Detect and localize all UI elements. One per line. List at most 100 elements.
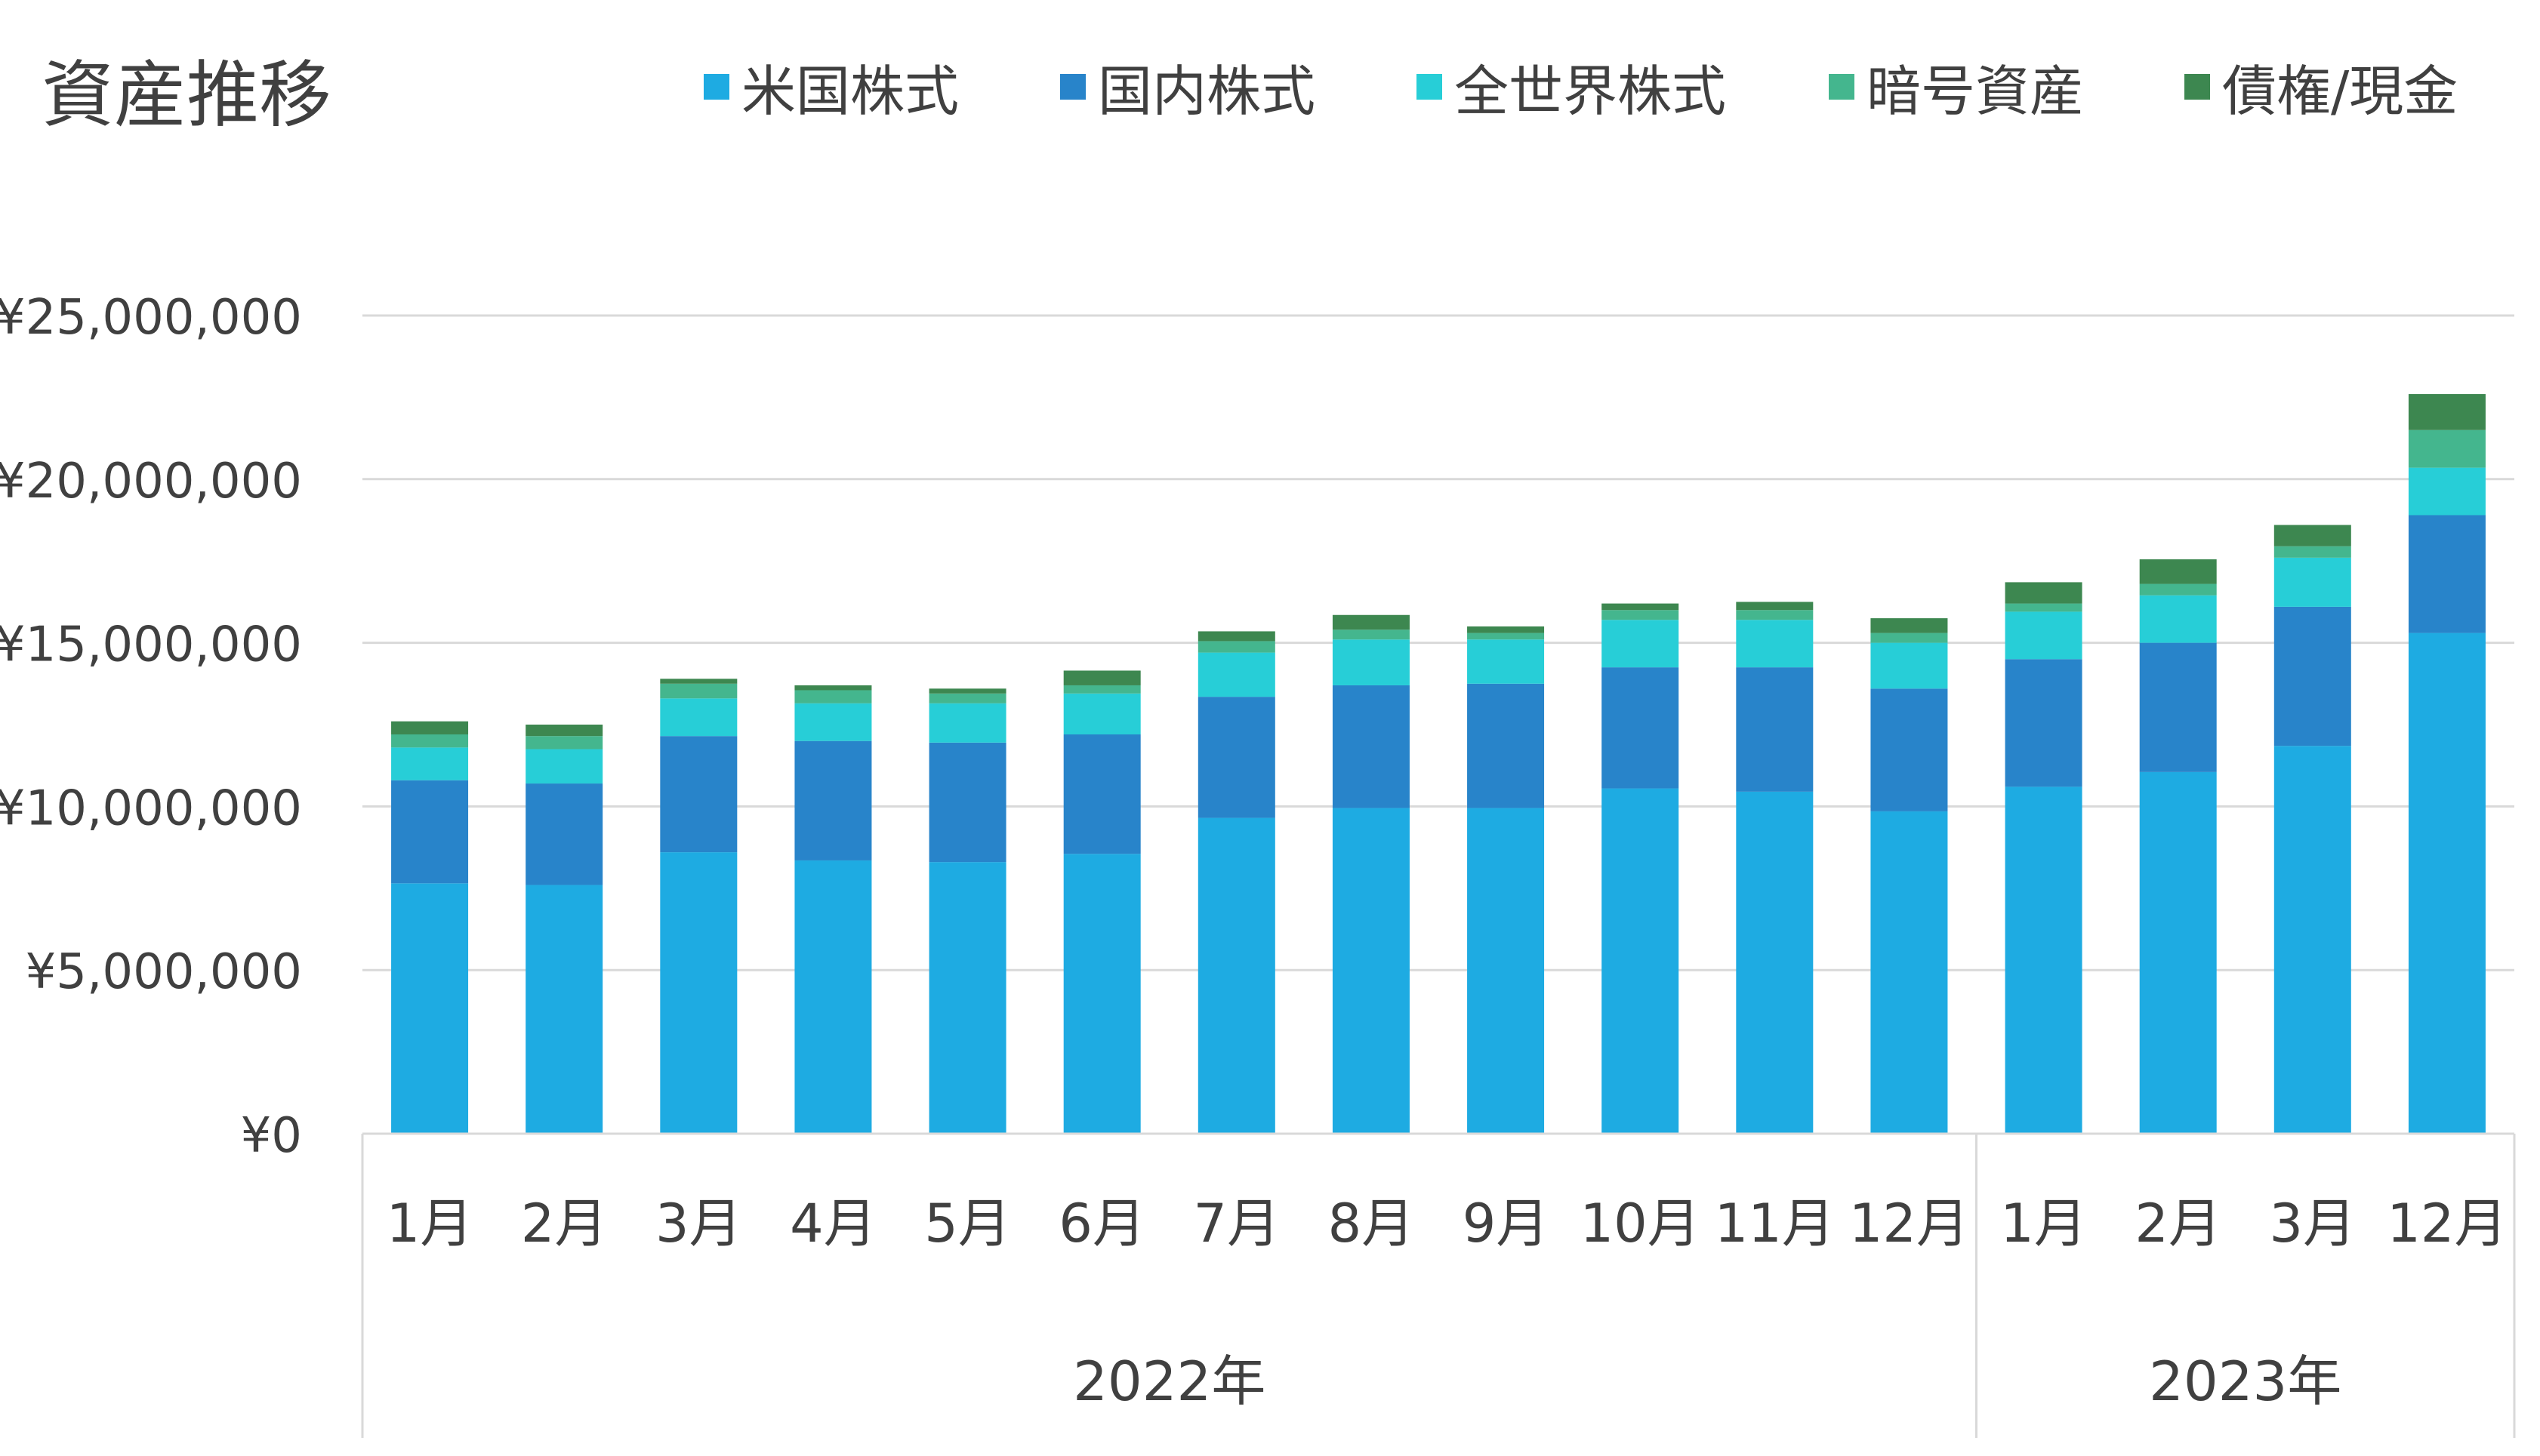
x-tick-label: 7月 (1194, 1193, 1281, 1254)
bar-segment-5 (1063, 670, 1141, 685)
legend-item: 債権/現金 (2184, 47, 2458, 126)
bar-segment-4 (391, 734, 469, 748)
bar-segment-2 (929, 742, 1006, 863)
bar-segment-2 (1063, 734, 1141, 854)
legend-label: 全世界株式 (1454, 60, 1727, 123)
bar-segment-2 (2408, 515, 2486, 633)
bar-segment-3 (1870, 642, 1948, 689)
bar-segment-1 (794, 860, 872, 1134)
bar-segment-3 (2273, 557, 2351, 607)
bar-segment-1 (2005, 786, 2082, 1134)
bar-segment-2 (1467, 683, 1545, 808)
x-tick-label: 1月 (2000, 1193, 2087, 1254)
bar-segment-5 (929, 688, 1006, 694)
y-tick-label: ¥10,000,000 (0, 780, 302, 836)
bar-segment-1 (2273, 746, 2351, 1134)
bar-segment-4 (1601, 610, 1679, 620)
bar-segment-2 (2139, 642, 2217, 772)
bar-segment-1 (1198, 817, 1275, 1134)
bar-segment-1 (391, 883, 469, 1134)
x-tick-label: 6月 (1059, 1193, 1145, 1254)
bar-segment-1 (929, 862, 1006, 1134)
bar-segment-4 (1870, 633, 1948, 643)
bars (391, 394, 2486, 1134)
x-tick-label: 12月 (2387, 1193, 2507, 1254)
group-label: 2022年 (1073, 1350, 1265, 1413)
bar-segment-5 (2005, 582, 2082, 604)
legend-swatch (1829, 73, 1854, 100)
legend-item: 国内株式 (1060, 47, 1315, 126)
bar-segment-2 (526, 783, 603, 885)
bar-segment-4 (1467, 633, 1545, 640)
y-tick-label: ¥25,000,000 (0, 290, 302, 346)
bar-segment-1 (2408, 633, 2486, 1134)
bar-segment-5 (660, 679, 738, 684)
legend-label: 債権/現金 (2222, 60, 2458, 123)
bar-segment-1 (1870, 811, 1948, 1134)
legend-item: 全世界株式 (1416, 47, 1726, 126)
bar-segment-5 (1601, 603, 1679, 611)
bar-segment-5 (1870, 618, 1948, 633)
bar-segment-5 (2139, 559, 2217, 584)
legend-item: 米国株式 (704, 47, 959, 126)
bar-segment-4 (2139, 583, 2217, 596)
bar-segment-1 (526, 885, 603, 1134)
legend-label: 暗号資産 (1866, 60, 2085, 123)
bar-segment-2 (1870, 688, 1948, 811)
legend-swatch (2184, 73, 2210, 100)
bar-segment-3 (1736, 620, 1814, 668)
x-tick-label: 3月 (655, 1193, 742, 1254)
bar-segment-4 (929, 693, 1006, 703)
y-axis-ticks: ¥0 ¥5,000,000 ¥10,000,000 ¥15,000,000 ¥20,00… (0, 290, 302, 1164)
bar-segment-3 (526, 749, 603, 784)
bar-segment-1 (2139, 771, 2217, 1134)
bar-segment-5 (1736, 602, 1814, 611)
bar-segment-3 (1198, 652, 1275, 697)
group-label: 2023年 (2149, 1350, 2341, 1413)
bar-segment-5 (391, 721, 469, 735)
x-axis-ticks: 1月 2月 3月 4月 5月 6月 7月 8月 9月 10月 11月 12月 1月 2月 3月 12月2022… (387, 1193, 2508, 1413)
bar-segment-3 (660, 698, 738, 737)
legend-swatch (1060, 73, 1086, 100)
bar-segment-1 (1601, 788, 1679, 1134)
bar-segment-3 (1063, 693, 1141, 735)
x-tick-label: 12月 (1849, 1193, 1969, 1254)
bar-segment-3 (2408, 467, 2486, 516)
bar-segment-5 (526, 725, 603, 737)
bar-segment-2 (794, 740, 872, 860)
bar-segment-3 (2139, 595, 2217, 643)
bar-segment-4 (660, 683, 738, 699)
bar-segment-4 (794, 690, 872, 703)
legend-label: 米国株式 (741, 60, 960, 123)
bar-segment-4 (1198, 641, 1275, 653)
y-tick-label: ¥20,000,000 (0, 454, 302, 509)
bar-segment-4 (526, 736, 603, 750)
bar-segment-2 (1601, 667, 1679, 789)
y-tick-label: ¥15,000,000 (0, 617, 302, 673)
x-tick-label: 4月 (790, 1193, 877, 1254)
y-tick-label: ¥0 (241, 1108, 302, 1164)
bar-segment-1 (660, 852, 738, 1134)
bar-segment-4 (2005, 603, 2082, 612)
x-tick-label: 1月 (387, 1193, 473, 1254)
legend-swatch (1416, 73, 1442, 100)
bar-segment-4 (2408, 429, 2486, 468)
bar-segment-2 (1736, 667, 1814, 792)
x-tick-label: 2月 (2135, 1193, 2221, 1254)
legend-label: 国内株式 (1098, 60, 1316, 123)
bar-segment-3 (929, 703, 1006, 743)
bar-segment-3 (1601, 620, 1679, 668)
x-tick-label: 5月 (924, 1193, 1011, 1254)
bar-segment-3 (391, 747, 469, 780)
bar-segment-4 (2273, 546, 2351, 558)
bar-segment-2 (2273, 606, 2351, 746)
bar-segment-2 (1198, 697, 1275, 818)
bar-segment-3 (1467, 639, 1545, 684)
bar-segment-5 (1198, 631, 1275, 642)
bar-segment-5 (794, 685, 872, 691)
legend-swatch (704, 73, 729, 100)
bar-segment-2 (391, 780, 469, 884)
bar-segment-1 (1332, 808, 1410, 1134)
